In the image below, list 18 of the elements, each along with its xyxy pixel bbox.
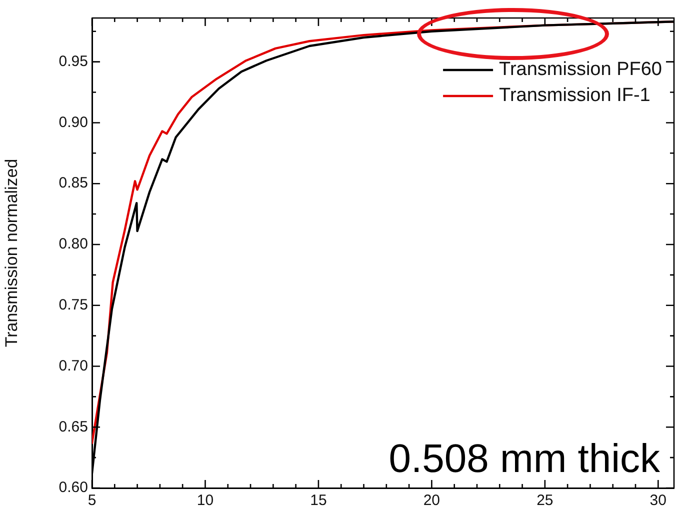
x-tick-label: 20 <box>423 492 440 510</box>
x-tick-label: 5 <box>88 492 96 510</box>
y-tick-label: 0.75 <box>58 296 88 314</box>
y-axis-title: Transmission normalized <box>2 158 21 348</box>
y-tick-label: 0.95 <box>58 52 88 70</box>
y-tick-label: 0.85 <box>58 174 88 192</box>
x-tick-label: 15 <box>310 492 327 510</box>
legend-label: Transmission IF-1 <box>499 85 650 106</box>
legend-label: Transmission PF60 <box>499 59 662 80</box>
y-tick-label: 0.70 <box>58 357 88 374</box>
y-tick-label: 0.60 <box>58 479 88 496</box>
y-tick-label: 0.65 <box>58 418 88 436</box>
x-tick-label: 25 <box>536 492 554 510</box>
y-tick-label: 0.80 <box>58 236 88 253</box>
annotation: 0.508 mm thick <box>388 437 661 481</box>
x-tick-label: 30 <box>650 492 666 510</box>
y-tick-label: 0.90 <box>58 114 88 131</box>
x-tick-label: 10 <box>196 492 214 510</box>
